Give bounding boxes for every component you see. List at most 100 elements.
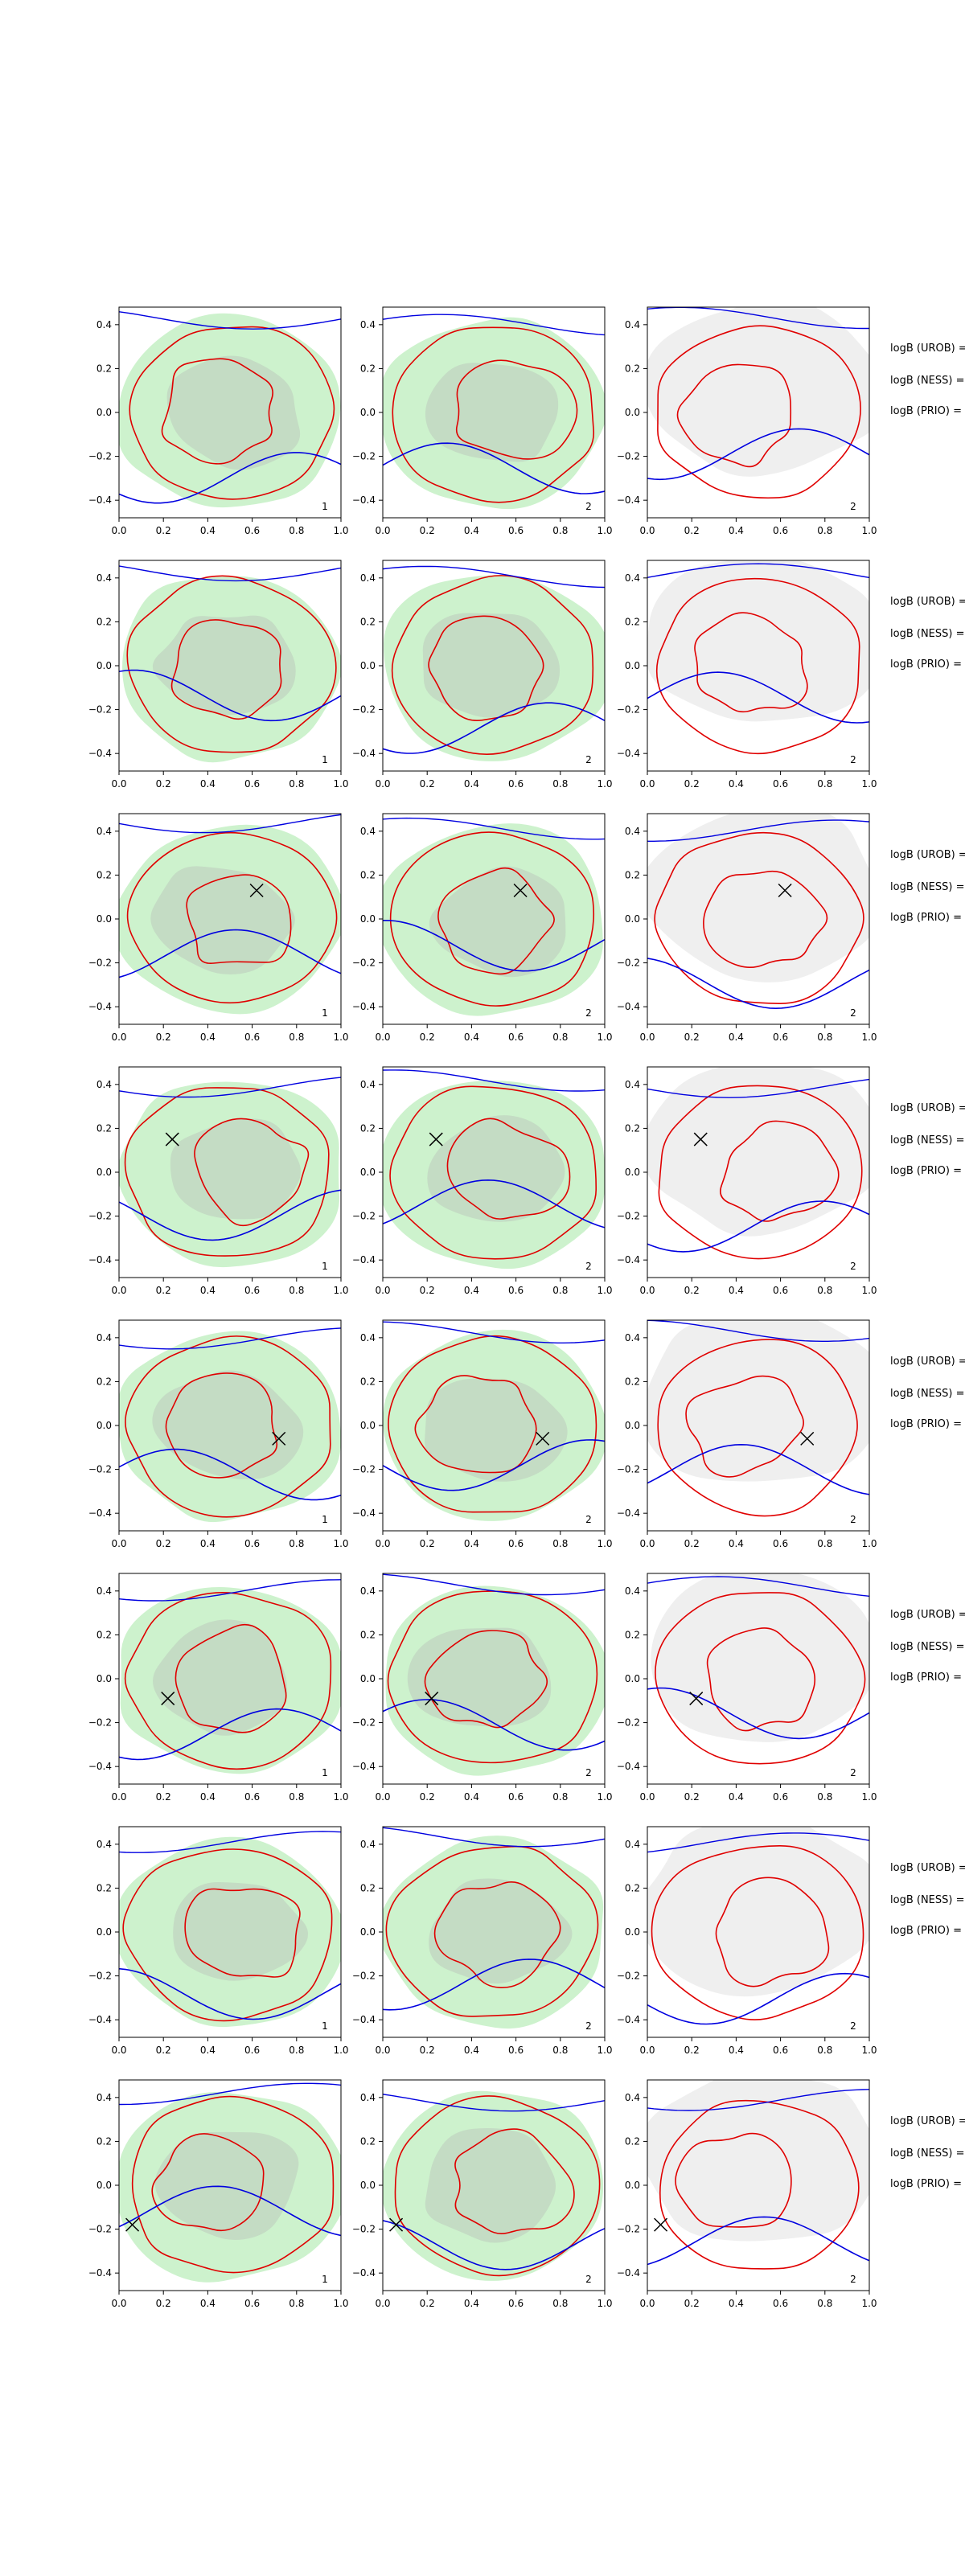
x-tick-label: 0.0 [639, 2298, 655, 2309]
plot-area [647, 1827, 869, 2025]
x-tick-label: 1.0 [333, 2298, 348, 2309]
x-tick-label: 1.0 [333, 1285, 348, 1296]
y-tick-label: 0.2 [96, 869, 112, 880]
x-tick-label: 0.8 [552, 1791, 568, 1803]
x-tick-label: 0.0 [639, 1538, 655, 1549]
y-tick-label: −0.2 [352, 451, 376, 462]
red-contour-outer [651, 1844, 864, 2020]
y-tick-label: 0.0 [360, 913, 376, 925]
red-contour-inner [455, 359, 578, 460]
red-contour-inner [175, 1623, 287, 1733]
x-tick-label: 0.4 [200, 525, 216, 536]
panel-label: 2 [850, 1514, 856, 1525]
side-label: logB (NESS) = [890, 375, 964, 387]
y-tick-label: 0.0 [96, 1673, 112, 1684]
y-tick-label: 0.0 [625, 1926, 640, 1938]
y-tick-label: 0.4 [625, 1079, 640, 1090]
y-tick-label: 0.4 [96, 1839, 112, 1850]
x-tick-label: 0.0 [639, 1032, 655, 1043]
red-contour-outer [659, 2099, 860, 2270]
y-tick-label: −0.4 [352, 1761, 376, 1772]
x-tick-label: 0.0 [639, 778, 655, 790]
plot-area [647, 1320, 869, 1517]
y-tick-label: 0.0 [96, 1167, 112, 1178]
x-tick-label: 0.4 [729, 525, 744, 536]
plot-area [383, 1321, 605, 1521]
x-tick-label: 0.0 [111, 778, 126, 790]
blue-contour-upper [383, 2094, 605, 2112]
side-label: logB (NESS) = [890, 1894, 964, 1906]
x-tick-label: 0.4 [464, 1285, 479, 1296]
x-tick-label: 0.4 [464, 1032, 479, 1043]
marker-x [693, 1132, 708, 1146]
marker-x [425, 1692, 439, 1706]
panel-3-2: 2 0.0 0.2 0.4 0.6 0.8 1.0 0.4 0.2 0.0 −0.2 −0.4 [352, 813, 613, 1043]
y-tick-label: 0.4 [360, 319, 376, 330]
x-tick-label: 0.8 [552, 525, 568, 536]
x-tick-label: 0.6 [244, 1538, 260, 1549]
red-contour-inner [161, 358, 273, 465]
red-contour-outer [385, 1845, 599, 2017]
side-label: logB (PRIO) = [890, 405, 962, 417]
blue-contour-upper [383, 1827, 605, 1848]
side-label: logB (PRIO) = [890, 912, 962, 924]
blue-contour-upper [119, 2082, 341, 2106]
red-contour-inner [720, 1120, 840, 1222]
y-tick-label: 0.2 [360, 1629, 376, 1640]
blue-contour-upper [647, 1320, 869, 1342]
x-tick-label: 0.0 [375, 525, 390, 536]
blue-contour [383, 1699, 605, 1751]
y-tick-label: 0.0 [96, 913, 112, 925]
y-tick-label: 0.4 [96, 1332, 112, 1343]
x-tick-label: 0.8 [817, 1791, 832, 1803]
y-tick-label: −0.2 [88, 704, 112, 716]
posterior-inner-region [170, 1118, 301, 1220]
y-tick-label: 0.0 [360, 1420, 376, 1431]
red-contour-outer [394, 2095, 601, 2277]
x-tick-label: 0.8 [289, 1285, 304, 1296]
red-contour-outer [129, 326, 335, 500]
x-tick-label: 0.6 [508, 2298, 524, 2309]
panel-label: 2 [585, 754, 592, 765]
x-tick-label: 0.2 [156, 1791, 171, 1803]
plot-area [647, 2080, 869, 2270]
y-tick-label: 0.4 [625, 2092, 640, 2103]
y-tick-label: −0.4 [88, 494, 112, 506]
panel-5-2: 2 0.0 0.2 0.4 0.6 0.8 1.0 0.4 0.2 0.0 −0.2 −0.4 [352, 1319, 613, 1549]
x-tick-label: 0.0 [639, 2045, 655, 2056]
plot-area [119, 565, 341, 763]
y-tick-label: 0.4 [625, 1332, 640, 1343]
x-tick-label: 0.2 [420, 1791, 435, 1803]
x-tick-label: 1.0 [333, 1032, 348, 1043]
y-tick-label: −0.2 [352, 1211, 376, 1222]
x-tick-label: 0.6 [508, 2045, 524, 2056]
x-tick-label: 1.0 [597, 2298, 612, 2309]
y-tick-label: −0.4 [352, 1507, 376, 1519]
panel-label: 2 [850, 2020, 856, 2032]
x-tick-label: 0.4 [464, 525, 479, 536]
x-tick-label: 0.0 [639, 1285, 655, 1296]
y-tick-label: 0.4 [360, 826, 376, 837]
x-tick-label: 0.4 [729, 778, 744, 790]
red-contour-inner [151, 2133, 265, 2232]
panel-6-3: 2 0.0 0.2 0.4 0.6 0.8 1.0 0.4 0.2 0.0 −0.2 −0.4 [617, 1573, 877, 1803]
x-tick-label: 0.2 [156, 778, 171, 790]
blue-contour-upper [119, 1579, 341, 1602]
blue-contour-upper [647, 1832, 869, 1853]
plot-area [119, 1077, 341, 1268]
plot-area [119, 2082, 341, 2283]
x-tick-label: 0.2 [420, 1032, 435, 1043]
y-tick-label: 0.2 [360, 2135, 376, 2147]
x-tick-label: 0.4 [729, 1285, 744, 1296]
posterior-inner-region [153, 1619, 287, 1736]
y-tick-label: 0.0 [625, 2180, 640, 2191]
red-contour-inner [414, 1375, 537, 1474]
blue-contour-upper [647, 1078, 869, 1098]
panel-label: 1 [322, 1007, 328, 1019]
side-label: logB (NESS) = [890, 881, 964, 893]
panel-label: 1 [322, 2274, 328, 2285]
x-tick-label: 1.0 [597, 2045, 612, 2056]
panel-label: 1 [322, 1767, 328, 1778]
x-tick-label: 0.2 [420, 2045, 435, 2056]
marker-x [161, 1692, 175, 1706]
